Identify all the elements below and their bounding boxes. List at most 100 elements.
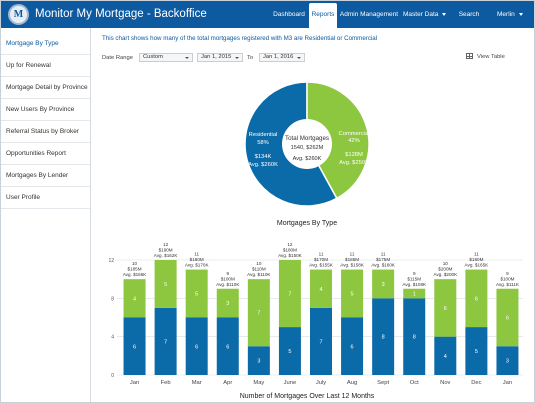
bar-annotation: Avg. $166K: [123, 272, 148, 277]
bar-annotation: $180M: [469, 257, 483, 262]
from-date-value: Jan 1, 2015: [201, 54, 232, 60]
bar-value-commercial: 5: [195, 292, 198, 298]
y-tick-label: 4: [111, 335, 114, 341]
bar-annotation: $100M: [500, 276, 514, 281]
bar-residential-0[interactable]: [123, 317, 146, 376]
bar-value-residential: 3: [257, 359, 260, 365]
bar-value-residential: 8: [382, 335, 385, 341]
x-tick-label: Nov: [440, 380, 450, 386]
sidebar-item-user-profile[interactable]: User Profile: [1, 187, 90, 209]
x-tick-label: July: [316, 380, 326, 386]
bar-commercial-1[interactable]: [154, 260, 177, 308]
bar-commercial-3[interactable]: [216, 288, 239, 318]
sidebar-item-new-users-by-province[interactable]: New Users By Province: [1, 99, 90, 121]
bar-residential-6[interactable]: [310, 307, 332, 375]
user-name: Merlin: [497, 11, 515, 18]
bar-commercial-11[interactable]: [465, 269, 488, 328]
view-table-button[interactable]: View Table: [466, 53, 505, 60]
bar-residential-1[interactable]: [154, 307, 177, 375]
bar-chart-title: Number of Mortgages Over Last 12 Months: [240, 393, 375, 400]
bar-annotation: 9: [226, 271, 229, 276]
bar-value-residential: 4: [444, 354, 447, 360]
table-icon: [466, 53, 473, 59]
bar-value-residential: 6: [133, 344, 136, 350]
bar-residential-12[interactable]: [496, 346, 519, 375]
view-table-label: View Table: [477, 54, 505, 60]
bar-commercial-7[interactable]: [341, 269, 364, 318]
sidebar-item-referral-status-by-broker[interactable]: Referral Status by Broker: [1, 121, 90, 143]
y-tick-label: 8: [111, 296, 114, 302]
bar-annotation: Avg. $158K: [340, 263, 365, 268]
bar-commercial-8[interactable]: [372, 269, 395, 299]
nav-admin-management[interactable]: Admin Management: [339, 11, 399, 18]
bar-value-commercial: 5: [351, 292, 354, 298]
bar-value-commercial: 5: [164, 282, 167, 288]
bar-annotation: 9: [506, 271, 509, 276]
bar-annotation: Avg. $108K: [402, 282, 427, 287]
bar-commercial-5[interactable]: [278, 260, 301, 328]
bar-residential-9[interactable]: [403, 298, 426, 375]
bar-commercial-4[interactable]: [247, 279, 270, 347]
sidebar-item-mortgage-by-type[interactable]: Mortgage By Type: [1, 33, 90, 55]
sidebar-item-mortgage-detail-by-province[interactable]: Mortgage Detail by Province: [1, 77, 90, 99]
x-tick-label: Oct: [410, 380, 419, 386]
bar-annotation: 11: [381, 252, 386, 257]
nav-search[interactable]: Search: [458, 11, 480, 18]
bar-value-commercial: 6: [475, 296, 478, 302]
bar-residential-2[interactable]: [185, 317, 208, 376]
to-date-select[interactable]: Jan 1, 2016: [259, 53, 305, 62]
bar-annotation: $185M: [128, 267, 142, 272]
bar-value-residential: 5: [475, 349, 478, 355]
bar-commercial-0[interactable]: [123, 279, 146, 318]
bar-commercial-2[interactable]: [185, 269, 208, 318]
x-tick-label: Feb: [161, 380, 171, 386]
bar-annotation: Avg. $111K: [496, 282, 520, 287]
bar-annotation: 11: [350, 252, 355, 257]
bar-annotation: Avg. $160K: [371, 263, 396, 268]
bar-annotation: 11: [319, 252, 324, 257]
bar-value-commercial: 7: [288, 292, 291, 298]
bar-annotation: 10: [256, 261, 262, 266]
bar-commercial-9[interactable]: [403, 288, 426, 299]
bar-annotation: 12: [287, 242, 293, 247]
chevron-down-icon: [518, 12, 523, 16]
x-tick-label: Jan: [503, 380, 512, 386]
nav-dashboard[interactable]: Dashboard: [273, 11, 305, 18]
nav-master-data-label: Master Data: [403, 11, 439, 18]
bar-commercial-6[interactable]: [310, 269, 332, 308]
from-date-select[interactable]: Jan 1, 2015: [197, 53, 243, 62]
bar-residential-10[interactable]: [434, 336, 457, 375]
bar-value-commercial: 1: [413, 292, 416, 298]
bar-value-residential: 7: [319, 339, 322, 345]
bar-residential-11[interactable]: [465, 327, 488, 375]
bar-annotation: $200M: [438, 267, 452, 272]
bar-value-commercial: 4: [133, 296, 136, 302]
bar-annotation: 11: [194, 252, 199, 257]
y-tick-label: 0: [111, 373, 114, 379]
bar-residential-3[interactable]: [216, 317, 239, 376]
bar-residential-7[interactable]: [341, 317, 364, 376]
nav-master-data[interactable]: Master Data: [403, 1, 451, 28]
bar-residential-8[interactable]: [372, 298, 395, 375]
sidebar-item-mortgages-by-lender[interactable]: Mortgages By Lender: [1, 165, 90, 187]
sidebar-item-up-for-renewal[interactable]: Up for Renewal: [1, 55, 90, 77]
bar-annotation: $180M: [283, 248, 297, 253]
user-menu[interactable]: Merlin: [497, 1, 531, 28]
bar-commercial-12[interactable]: [496, 288, 519, 347]
bar-annotation: 11: [474, 252, 479, 257]
bar-residential-5[interactable]: [278, 327, 301, 375]
chevron-down-icon: [442, 12, 447, 16]
bar-value-residential: 6: [226, 344, 229, 350]
bar-residential-4[interactable]: [247, 346, 270, 375]
nav-reports[interactable]: Reports: [309, 3, 337, 28]
dropdown-arrow-icon: [185, 56, 189, 59]
bar-commercial-10[interactable]: [434, 279, 457, 337]
sidebar-item-opportunities-report[interactable]: Opportunities Report: [1, 143, 90, 165]
bar-value-commercial: 4: [319, 287, 322, 293]
x-tick-label: May: [253, 380, 264, 386]
range-select[interactable]: Custom: [139, 53, 193, 62]
app-title: Monitor My Mortgage - Backoffice: [35, 8, 207, 20]
bar-annotation: $185M: [345, 257, 359, 262]
bar-value-commercial: 6: [506, 316, 509, 322]
